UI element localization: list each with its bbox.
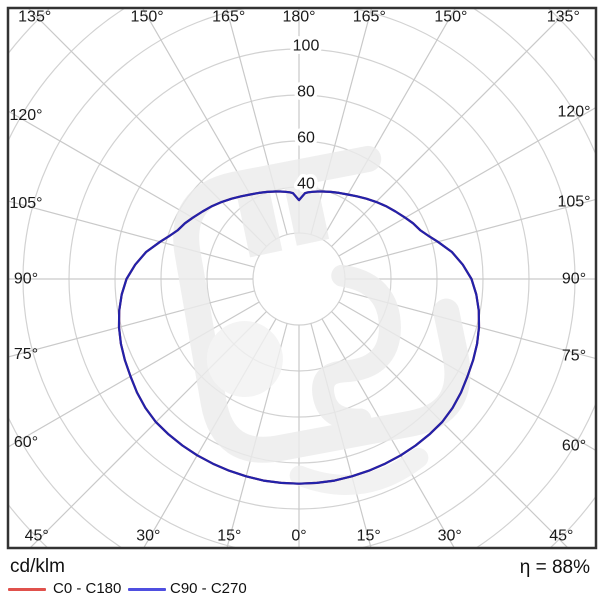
watermark-frame [173,145,471,463]
efficiency-value: η = 88% [519,557,590,578]
watermark-bar-left [237,190,283,258]
curves [117,190,481,485]
legend: C0 - C180 C90 - C270 [8,580,592,598]
grid-spoke [338,107,595,257]
radial-tick-label: 80 [297,84,315,101]
watermark-hook [312,264,401,431]
angle-tick-label: 135° [547,9,580,26]
angle-tick-label: 45° [549,528,573,545]
angle-tick-label: 15° [357,528,381,545]
legend-label-c0-c180: C0 - C180 [53,580,122,597]
legend-swatch-c90-c270 [128,588,166,591]
chart-border [6,6,598,550]
radial-tick-label: 40 [297,176,315,193]
legend-swatch-c0-c180 [8,588,46,591]
angle-tick-label: 165° [353,9,386,26]
watermark-blob [206,321,283,398]
angle-tick-label: 120° [9,107,42,124]
angle-tick-label: 105° [557,193,590,210]
angle-tick-label: 135° [18,9,51,26]
angle-tick-label: 30° [438,528,462,545]
angle-tick-label: 60° [562,437,586,454]
angle-tick-label: 75° [14,346,38,363]
angle-tick-label: 45° [25,528,49,545]
curve-c90-c270 [117,190,481,485]
angle-tick-label: 180° [282,9,315,26]
angle-tick-label: 105° [9,195,42,212]
angle-tick-label: 0° [291,528,306,545]
radial-tick-label: 60 [297,130,315,147]
plot-background [8,8,596,548]
grid-spoke [343,199,595,268]
angle-tick-label: 15° [217,528,241,545]
angle-tick-label: 30° [136,528,160,545]
unit-label: cd/klm [10,556,65,577]
angle-tick-label: 150° [434,9,467,26]
watermark-tail [289,447,429,495]
angle-tick-label: 120° [557,104,590,121]
grid-spoke [9,110,260,257]
angle-tick-label: 60° [14,434,38,451]
angle-tick-label: 90° [14,271,38,288]
angle-tick-label: 150° [131,9,164,26]
legend-label-c90-c270: C90 - C270 [170,580,247,597]
watermark-logo [173,145,471,495]
angle-tick-label: 75° [562,348,586,365]
grid-spoke [321,9,456,240]
angle-tick-label: 90° [562,271,586,288]
grid-spoke [343,290,595,359]
radial-tick-label: 100 [293,38,320,55]
axis-labels: 0° 15° 15° 30° 30° 45° 45° 60° 60° 75° 75° 90° 90° 10… [9,9,590,545]
angle-tick-label: 165° [212,9,245,26]
